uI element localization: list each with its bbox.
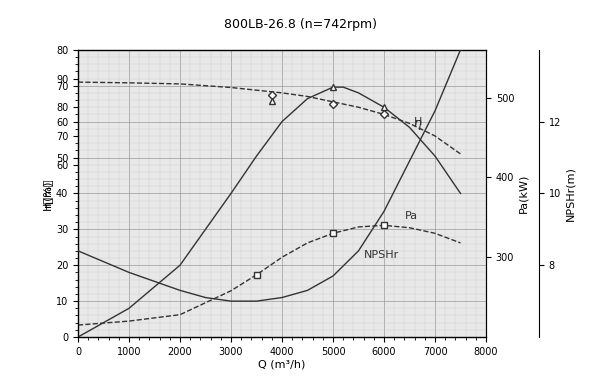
- Text: NPSHr: NPSHr: [364, 250, 399, 260]
- Text: Pa: Pa: [404, 211, 418, 221]
- X-axis label: Q (m³/h): Q (m³/h): [259, 360, 305, 370]
- Y-axis label: η(%): η(%): [43, 180, 53, 207]
- Y-axis label: Pa(kW): Pa(kW): [518, 174, 529, 213]
- Text: η: η: [413, 117, 421, 130]
- Y-axis label: NPSHr(m): NPSHr(m): [565, 166, 575, 221]
- Text: 800LB-26.8 (n=742rpm): 800LB-26.8 (n=742rpm): [223, 18, 377, 31]
- Y-axis label: H（m）: H（m）: [42, 177, 52, 210]
- Text: H: H: [413, 117, 422, 127]
